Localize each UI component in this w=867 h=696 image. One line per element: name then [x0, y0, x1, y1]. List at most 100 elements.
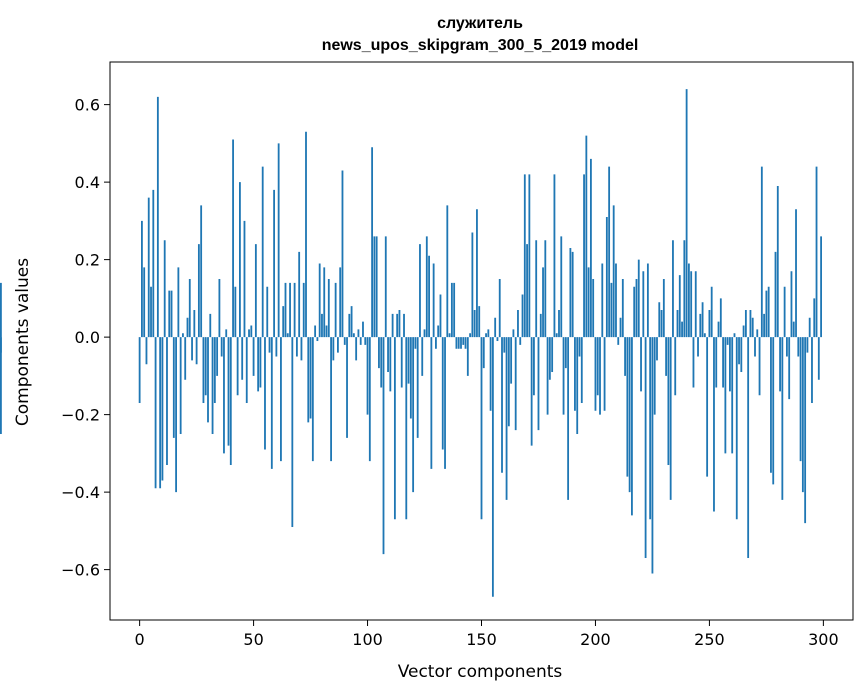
bar-170 [526, 244, 528, 338]
bar-158 [498, 279, 501, 338]
bar-13 [168, 290, 171, 338]
x-tick-label: 200 [580, 630, 611, 649]
bar-39 [227, 337, 230, 446]
bar-115 [400, 337, 403, 388]
bar-133 [441, 337, 444, 450]
bar-138 [453, 282, 456, 338]
bar-277 [770, 337, 772, 473]
bar-177 [542, 267, 544, 338]
bar-188 [567, 337, 570, 500]
bar-184 [558, 310, 560, 338]
bar-173 [533, 337, 535, 396]
bar-212 [621, 279, 624, 338]
bar-280 [776, 186, 779, 338]
x-tick-label: 0 [135, 630, 145, 649]
bar-19 [182, 333, 184, 338]
bar-237 [678, 275, 681, 338]
bar-105 [378, 337, 380, 369]
x-tick-label: 150 [466, 630, 497, 649]
bar-165 [514, 337, 517, 431]
bar-247 [701, 302, 704, 338]
bar-26 [197, 244, 200, 338]
bar-31 [209, 313, 212, 338]
bar-22 [188, 279, 191, 338]
bar-43 [236, 337, 239, 396]
bar-276 [767, 286, 770, 338]
bar-94 [352, 333, 355, 338]
bar-265 [742, 325, 745, 338]
bar-112 [393, 337, 396, 520]
y-tick-label: 0.4 [75, 173, 100, 192]
bar-148 [476, 209, 478, 338]
bar-199 [592, 279, 595, 338]
bar-4 [147, 197, 150, 338]
x-axis-ticks: 0 50 100 150 200 250 300 [135, 620, 839, 649]
bar-204 [603, 337, 606, 411]
bar-81 [323, 267, 326, 338]
bar-201 [596, 337, 599, 396]
bar-268 [749, 310, 752, 338]
bar-140 [457, 337, 460, 349]
bar-134 [444, 337, 446, 469]
bar-15 [172, 337, 175, 438]
bar-66 [289, 282, 291, 338]
bar-180 [548, 337, 551, 380]
bar-6 [152, 189, 155, 338]
bar-129 [432, 263, 435, 338]
bar-71 [300, 337, 303, 361]
bar-209 [615, 263, 617, 338]
bar-143 [464, 337, 467, 349]
bar-224 [649, 337, 652, 520]
bar-111 [391, 313, 394, 338]
bar-147 [473, 310, 476, 338]
bar-12 [166, 337, 168, 466]
x-axis-label: Vector components [398, 662, 563, 682]
y-tick-label: −0.2 [61, 406, 100, 425]
bar-178 [544, 240, 547, 338]
bar-45 [241, 337, 244, 380]
bar-86 [334, 282, 337, 338]
bar-219 [637, 259, 640, 338]
bar-179 [546, 337, 549, 415]
bar-27 [200, 205, 203, 338]
bar-230 [662, 279, 665, 338]
bar-98 [362, 321, 364, 338]
bar-203 [601, 263, 604, 338]
bar-119 [409, 337, 412, 419]
bar-191 [574, 337, 576, 411]
bar-137 [450, 282, 453, 338]
bar-121 [414, 337, 417, 349]
bar-73 [305, 131, 307, 338]
bar-62 [280, 337, 282, 462]
bar-153 [487, 329, 490, 338]
bar-141 [460, 337, 462, 349]
bar-274 [763, 313, 766, 338]
bar-102 [371, 147, 374, 338]
bar-50 [252, 337, 255, 376]
bar-117 [405, 337, 408, 520]
bar-194 [580, 337, 583, 404]
bar-259 [729, 337, 731, 392]
bar-182 [553, 174, 556, 338]
bar-156 [494, 317, 497, 338]
bar-120 [412, 337, 415, 493]
bar-139 [455, 337, 458, 349]
bar-169 [523, 174, 526, 338]
bar-162 [507, 337, 510, 427]
bar-23 [191, 337, 193, 361]
bar-91 [346, 337, 348, 438]
bar-9 [159, 337, 162, 489]
bar-150 [480, 337, 483, 520]
bar-84 [330, 337, 332, 462]
bar-288 [795, 209, 797, 338]
bar-25 [195, 337, 198, 365]
bar-20 [184, 337, 187, 380]
bar-192 [576, 337, 579, 435]
bar-88 [339, 267, 342, 338]
bar-292 [804, 337, 807, 524]
bar-190 [571, 251, 574, 338]
bar-211 [619, 317, 622, 338]
bar-37 [223, 337, 225, 454]
